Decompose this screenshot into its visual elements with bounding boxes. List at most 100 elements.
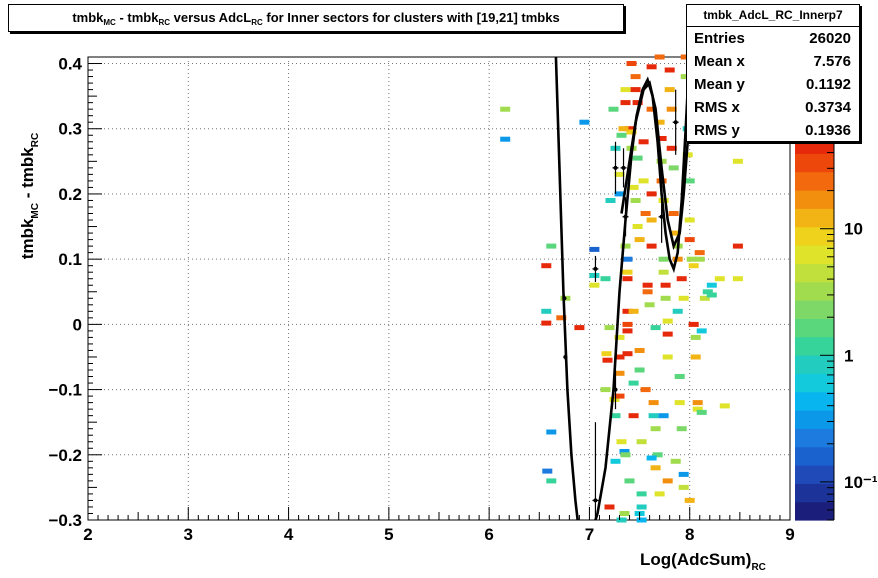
palette-bin — [795, 446, 834, 466]
heatmap-cell — [500, 106, 511, 112]
heatmap-cell — [672, 308, 683, 314]
heatmap-cell — [622, 308, 633, 314]
heatmap-cell — [654, 491, 665, 497]
heatmap-cell — [630, 87, 641, 93]
x-tick-label: 5 — [384, 525, 393, 544]
heatmap-cell — [616, 132, 627, 138]
heatmap-cell — [662, 318, 673, 324]
stats-label: Mean y — [694, 76, 745, 93]
stats-box: tmbk_AdcL_RC_Innerp7 Entries 26020 Mean x 7… — [686, 4, 860, 142]
profile-point — [612, 141, 619, 194]
heatmap-cell — [638, 139, 649, 145]
profile-point — [622, 197, 629, 237]
heatmap-cell — [706, 282, 717, 288]
palette-bin — [795, 300, 834, 319]
heatmap-cell — [541, 308, 552, 314]
y-label-part: RC — [30, 132, 41, 148]
palette-bin — [795, 281, 834, 301]
fit-curves — [554, 57, 693, 520]
x-tick-label: 6 — [484, 525, 493, 544]
grid-lines — [88, 57, 790, 520]
stats-title: tmbk_AdcL_RC_Innerp7 — [687, 5, 859, 27]
heatmap-cell — [654, 119, 665, 125]
palette-bin — [795, 263, 834, 283]
heatmap-cell — [690, 354, 701, 360]
heatmap-cell — [626, 129, 637, 135]
heatmap-cell — [541, 320, 552, 326]
heatmap-cell — [646, 455, 657, 461]
heatmap-cell — [680, 74, 691, 80]
heatmap-cell — [632, 100, 643, 106]
y-axis-label: tmbkMC - tmbkRC — [18, 86, 41, 306]
heatmap-cell — [546, 429, 557, 435]
heatmap-cell — [604, 504, 615, 510]
heatmap-cell — [642, 282, 653, 288]
heatmap-cell — [609, 396, 620, 402]
profile-point — [672, 89, 679, 155]
heatmap-cell — [632, 155, 643, 161]
heatmap-cell — [674, 374, 685, 379]
fit-curve — [620, 80, 693, 251]
palette-bin — [795, 391, 834, 411]
heatmap-cell — [622, 328, 633, 334]
title-part: tmbk — [72, 10, 104, 25]
heatmap-cell — [601, 351, 612, 357]
palette-bin — [795, 226, 834, 246]
heatmap-cell — [628, 380, 639, 386]
heatmap-cell — [619, 449, 630, 454]
heatmap-cell — [656, 136, 667, 141]
stats-value: 7.576 — [813, 53, 851, 70]
heatmap-cell — [670, 230, 681, 236]
palette-bin — [795, 190, 834, 209]
heatmap-cell — [546, 243, 557, 249]
stats-value: 0.1192 — [805, 76, 851, 93]
stats-label: RMS y — [694, 122, 740, 139]
palette-bin — [795, 355, 834, 374]
heatmap-cell — [500, 136, 511, 142]
heatmap-cell — [636, 517, 647, 523]
heatmap-cell — [688, 321, 699, 327]
heatmap-cell — [690, 334, 701, 340]
fit-curve — [554, 57, 579, 520]
heatmap-cell — [654, 54, 665, 60]
palette-bin — [795, 465, 834, 484]
heatmap-cell — [624, 478, 635, 484]
heatmap-cell — [630, 74, 641, 80]
axes: 2 3 4 5 6 7 8 9 0.4 0.3 0.2 0.1 0 −0.1 −0.2 −0.3 — [48, 55, 794, 544]
heatmap-cell — [714, 276, 725, 282]
profile-point — [592, 422, 599, 520]
heatmap-cell — [634, 367, 645, 373]
heatmap-cell — [600, 387, 611, 393]
title-part: RC — [251, 18, 263, 27]
heatmap-cell — [658, 198, 669, 203]
heatmap-cell — [628, 413, 639, 419]
profile-point — [658, 190, 665, 243]
heatmap-cell — [604, 325, 615, 331]
y-tick-label: 0.3 — [58, 120, 82, 139]
profile-point — [620, 148, 627, 188]
heatmap-cell — [668, 211, 679, 216]
heatmap-cell — [676, 426, 687, 432]
heatmap-cell — [732, 158, 743, 164]
profile-point — [613, 370, 618, 410]
profile-point — [592, 255, 599, 282]
heatmap-cell — [610, 458, 621, 464]
heatmap-cell — [646, 191, 657, 197]
palette-bin — [795, 501, 834, 521]
heatmap-cell — [624, 126, 635, 132]
heatmap-cell — [660, 295, 671, 301]
title-part: RC — [158, 18, 171, 27]
title-part: versus AdcL — [170, 10, 252, 25]
heatmap-cell — [680, 54, 691, 60]
heatmap-cell — [634, 348, 645, 353]
heatmap-cell — [632, 224, 643, 229]
heatmap-cell — [620, 452, 631, 458]
heatmap-cell — [616, 517, 627, 523]
heatmap-cell — [662, 354, 673, 360]
palette-bin — [795, 428, 834, 448]
heatmap-cell — [696, 409, 707, 415]
palette-bin — [795, 410, 834, 429]
heatmap-cell — [652, 452, 663, 458]
heatmap-cell — [678, 295, 689, 301]
heatmap-cell — [670, 458, 681, 464]
